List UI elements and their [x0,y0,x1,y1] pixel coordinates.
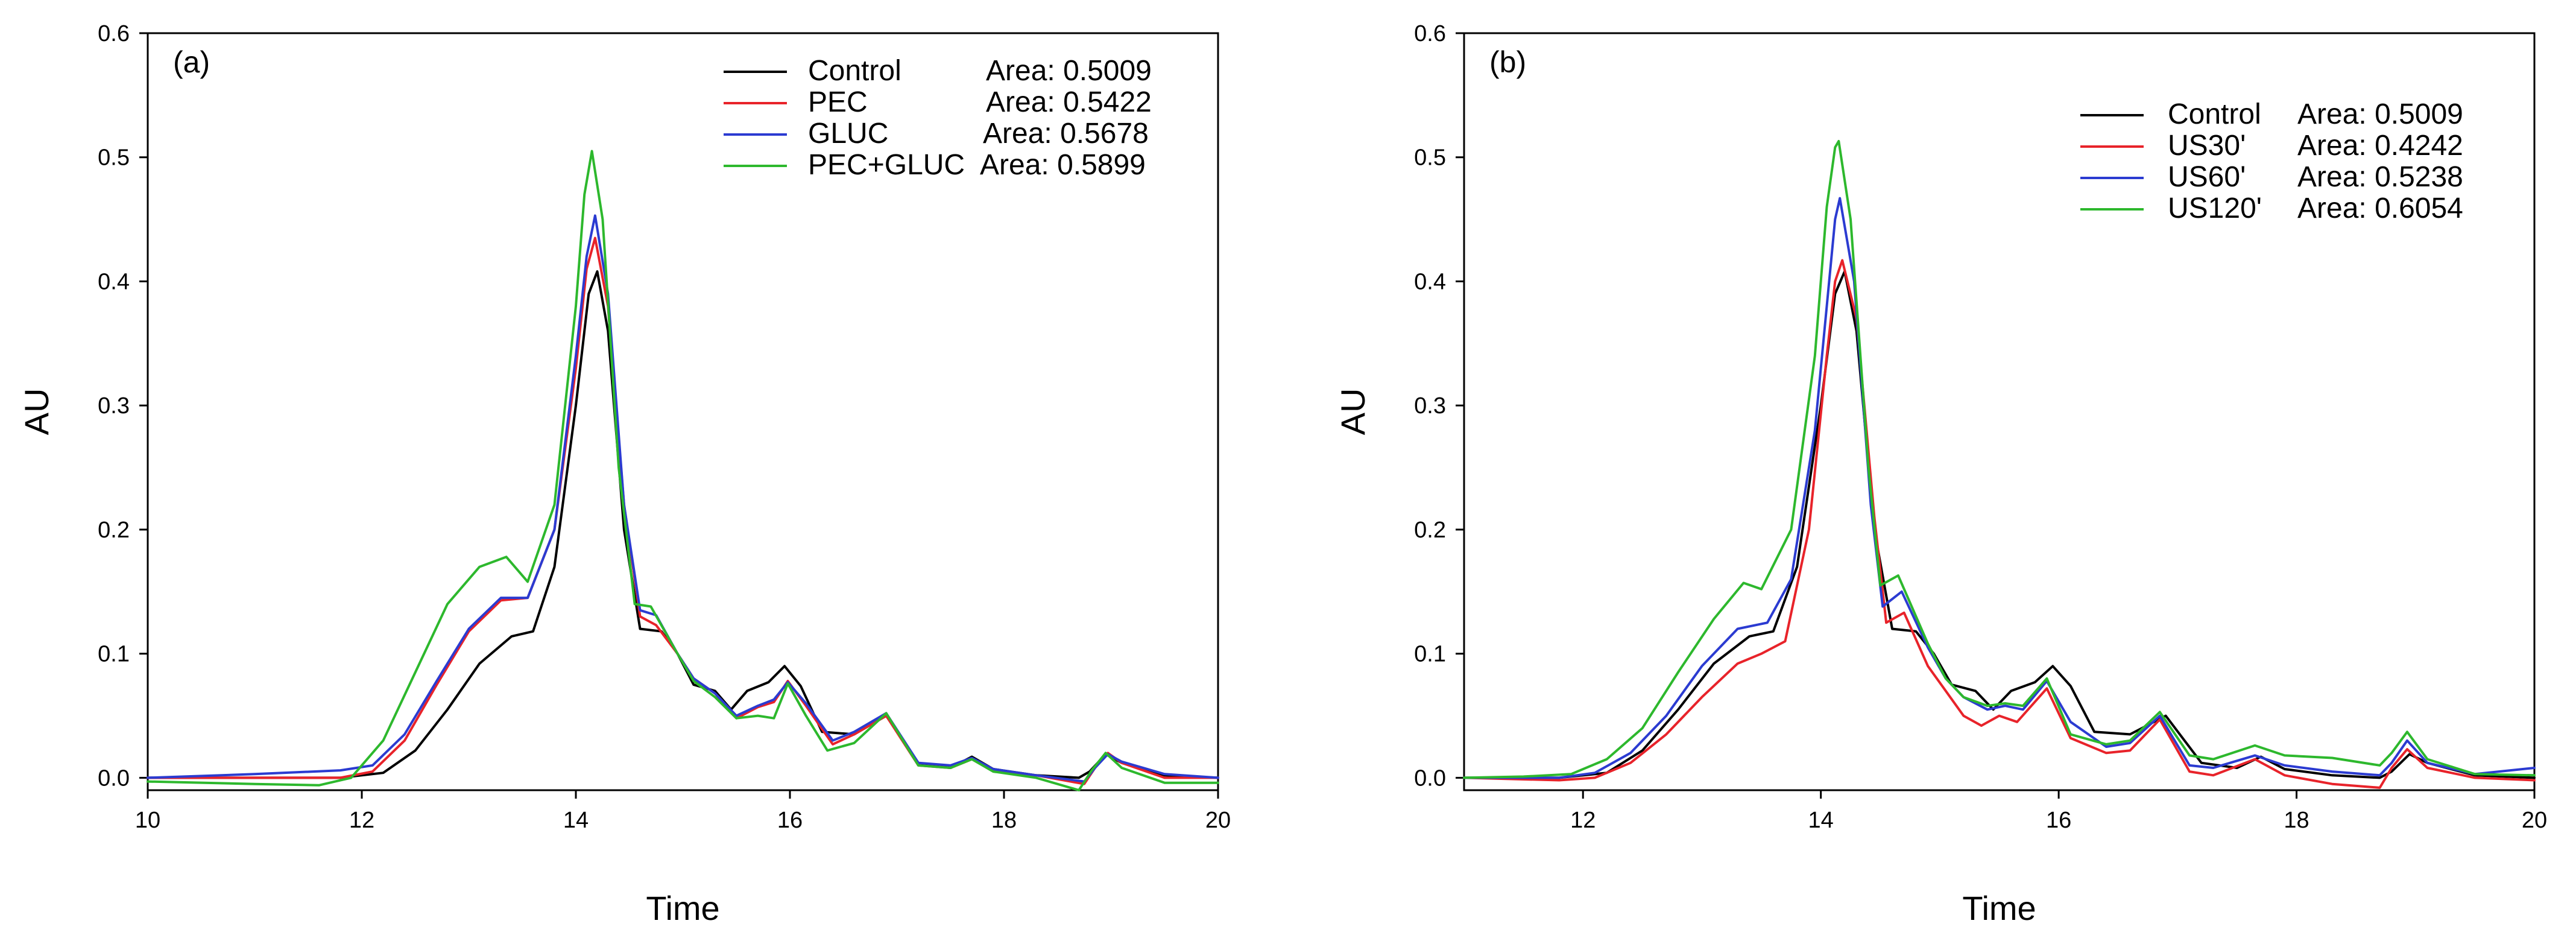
legend-area-label: Area: 0.5422 [986,86,1152,118]
series-line-gluc [147,214,1219,783]
legend-label: PEC+GLUC [808,149,965,181]
legend-label: Control [2168,98,2261,130]
series-line-pec-gluc [147,150,1219,791]
x-tick-label: 12 [349,808,374,833]
y-tick-label: 0.0 [98,765,130,791]
panel-b: 0.0 0.1 0.2 0.3 0.4 0.5 0.6 12 14 16 18 20 Time AU (b)… [1334,21,2547,927]
x-axis-title: Time [1962,889,2036,927]
x-tick-label: 12 [1570,808,1596,833]
legend-area-label: Area: 0.5009 [2297,98,2463,130]
legend-area-label: Area: 0.5678 [983,118,1149,150]
y-tick-label: 0.6 [1414,21,1446,46]
legend-label: US120' [2168,192,2262,224]
plot-frame [147,32,1219,791]
series-line-control [1463,270,2536,779]
legend-area-label: Area: 0.4242 [2297,130,2463,162]
y-axis-title: AU [17,388,55,436]
y-tick-label: 0.2 [98,518,130,543]
y-axis-title: AU [1334,388,1372,436]
y-tick-label: 0.5 [1414,145,1446,171]
y-tick-label: 0.1 [98,642,130,667]
legend-label: US60' [2168,161,2246,193]
series-line-us120- [1463,140,2536,779]
y-tick-label: 0.4 [1414,269,1446,294]
y-tick-label: 0.3 [98,393,130,419]
legend-area-label: Area: 0.5899 [980,149,1146,181]
panel-label: (b) [1489,45,1526,79]
panel-a: 0.0 0.1 0.2 0.3 0.4 0.5 0.6 10 12 14 16 18 20 Time AU (… [17,21,1231,927]
legend-label: US30' [2168,130,2246,162]
x-tick-label: 14 [563,808,589,833]
series-line-control [147,270,1219,779]
y-tick-label: 0.5 [98,145,130,171]
legend-area-label: Area: 0.6054 [2297,192,2463,224]
y-tick-label: 0.2 [1414,518,1446,543]
series-line-us30- [1463,259,2536,789]
y-tick-label: 0.4 [98,269,130,294]
legend-label: GLUC [808,118,888,150]
plot-frame [1463,32,2536,791]
y-tick-label: 0.1 [1414,642,1446,667]
x-axis-title: Time [646,889,719,927]
y-tick-label: 0.3 [1414,393,1446,419]
x-tick-label: 18 [2284,808,2309,833]
series-line-us60- [1463,197,2536,779]
y-tick-label: 0.0 [1414,765,1446,791]
x-tick-label: 16 [777,808,803,833]
legend-label: Control [808,55,901,87]
x-tick-label: 20 [1205,808,1231,833]
x-tick-label: 20 [2522,808,2547,833]
legend-label: PEC [808,86,868,118]
legend-area-label: Area: 0.5009 [986,55,1152,87]
x-tick-label: 10 [135,808,160,833]
x-tick-label: 16 [2046,808,2071,833]
x-tick-label: 18 [991,808,1017,833]
panel-label: (a) [173,45,210,79]
y-tick-label: 0.6 [98,21,130,46]
legend-area-label: Area: 0.5238 [2297,161,2463,193]
series-line-pec [147,236,1219,785]
x-tick-label: 14 [1808,808,1834,833]
